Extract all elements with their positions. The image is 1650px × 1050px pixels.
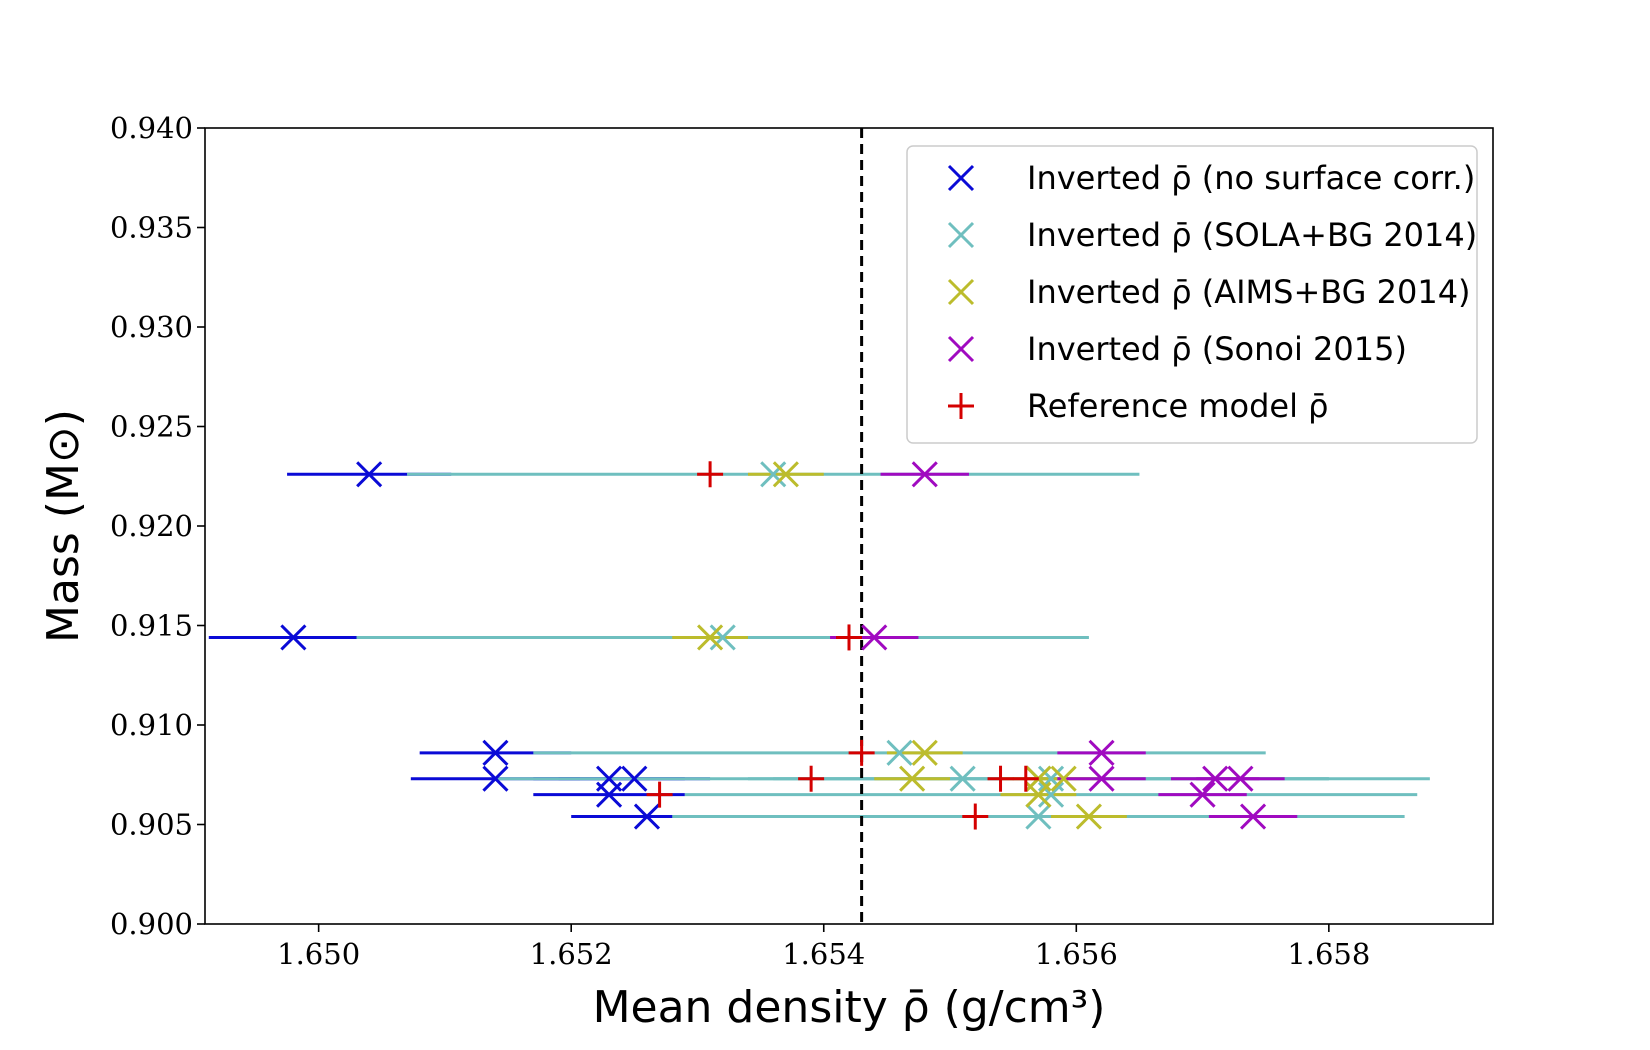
legend-entry: Inverted ρ̄ (SOLA+BG 2014)	[1027, 216, 1477, 254]
data-point-plus	[798, 765, 825, 792]
data-point-x	[1227, 765, 1254, 792]
data-point-x	[356, 461, 383, 488]
data-point-x	[1075, 803, 1102, 830]
data-point-x	[1088, 739, 1115, 766]
x-tick-label: 1.652	[530, 937, 613, 971]
legend-marker	[947, 278, 975, 306]
legend-box	[906, 145, 1478, 444]
data-points	[280, 461, 1267, 830]
y-tick-label: 0.925	[110, 410, 193, 444]
data-point-x	[911, 461, 938, 488]
y-tick-label: 0.915	[110, 609, 193, 643]
y-tick-label: 0.900	[110, 907, 193, 941]
legend-entry: Inverted ρ̄ (AIMS+BG 2014)	[1027, 273, 1471, 311]
legend-marker	[947, 221, 975, 249]
y-tick-label: 0.935	[110, 211, 193, 245]
data-point-x	[1025, 803, 1052, 830]
data-point-x	[482, 739, 509, 766]
data-point-plus	[987, 765, 1014, 792]
legend-entry: Inverted ρ̄ (Sonoi 2015)	[1027, 330, 1407, 368]
data-point-plus	[646, 781, 673, 808]
x-tick-label: 1.656	[1035, 937, 1118, 971]
x-tick-label: 1.658	[1287, 937, 1370, 971]
legend-marker	[948, 393, 974, 419]
data-point-plus	[697, 461, 724, 488]
data-point-plus	[962, 803, 989, 830]
data-point-x	[911, 739, 938, 766]
x-tick-label: 1.654	[782, 937, 865, 971]
data-point-x	[899, 765, 926, 792]
x-axis-label: Mean density ρ̄ (g/cm³)	[593, 982, 1106, 1033]
data-point-plus	[848, 739, 875, 766]
legend-entry: Inverted ρ̄ (no surface corr.)	[1027, 159, 1475, 197]
data-point-x	[861, 624, 888, 651]
data-point-plus	[836, 624, 862, 651]
data-point-x	[1202, 765, 1229, 792]
y-tick-label: 0.920	[110, 509, 193, 543]
data-point-x	[760, 461, 787, 488]
legend-marker	[947, 164, 975, 192]
data-point-x	[1050, 765, 1077, 792]
data-point-x	[1037, 781, 1065, 808]
data-point-x	[1189, 781, 1216, 808]
y-tick-label: 0.930	[110, 310, 193, 344]
data-point-x	[1088, 765, 1115, 792]
legend: Inverted ρ̄ (no surface corr.) Inverted ρ…	[906, 145, 1478, 444]
data-point-x	[596, 781, 623, 808]
data-point-x	[709, 624, 736, 651]
data-point-plus	[1012, 765, 1039, 792]
plot-data	[208, 128, 1430, 924]
data-point-x	[1240, 803, 1267, 830]
y-tick-label: 0.910	[110, 708, 193, 742]
data-point-x	[886, 739, 913, 766]
data-point-x	[772, 461, 799, 488]
data-point-x	[280, 624, 307, 651]
axis-ticks: 0.900 0.905 0.910 0.915 0.920 0.925 0.930 0.935…	[110, 111, 1370, 971]
y-axis-label: Mass (M⊙)	[38, 409, 89, 643]
data-point-x	[621, 765, 648, 792]
error-bars	[208, 472, 1430, 819]
data-point-x	[1025, 781, 1052, 808]
x-tick-label: 1.650	[277, 937, 360, 971]
y-tick-label: 0.940	[110, 111, 193, 145]
data-point-x	[697, 624, 724, 651]
legend-entry: Reference model ρ̄	[1027, 387, 1328, 425]
y-tick-label: 0.905	[110, 808, 193, 842]
data-point-x	[633, 803, 661, 830]
data-point-x	[482, 765, 509, 792]
data-point-x	[949, 765, 976, 792]
legend-marker	[947, 335, 975, 363]
